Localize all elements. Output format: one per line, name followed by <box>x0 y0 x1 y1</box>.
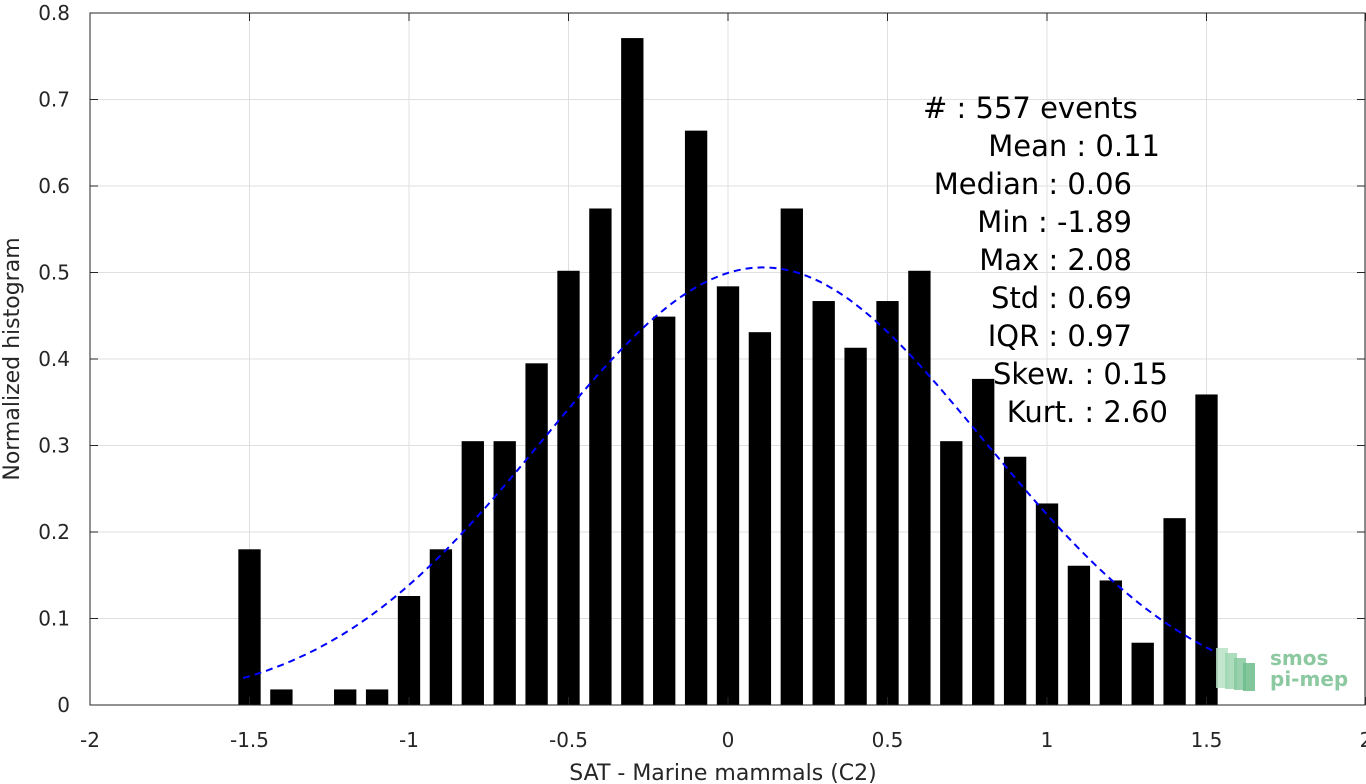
y-tick-label: 0.4 <box>38 347 70 371</box>
histogram-bar <box>876 301 899 705</box>
x-tick-label: -0.5 <box>549 728 588 752</box>
stat-std: Std : 0.69 <box>991 281 1132 315</box>
stat-mean: Mean : 0.11 <box>988 129 1160 163</box>
histogram-bar <box>589 208 612 706</box>
histogram-bar <box>238 549 261 705</box>
histogram-bar <box>908 270 931 705</box>
stat-min: Min : -1.89 <box>977 205 1132 239</box>
histogram-bar <box>525 363 548 705</box>
histogram-bar <box>1131 642 1154 705</box>
histogram-bar <box>429 549 453 705</box>
y-tick-label: 0.6 <box>38 174 70 198</box>
histogram-bar <box>557 270 580 705</box>
x-tick-label: -2 <box>80 728 100 752</box>
y-tick-label: 0.7 <box>38 88 70 112</box>
x-tick-label: 2 <box>1360 728 1366 752</box>
histogram-bar <box>716 286 740 705</box>
x-tick-label: 0 <box>722 728 735 752</box>
stat-iqr: IQR : 0.97 <box>988 319 1132 353</box>
histogram-bar <box>684 130 708 705</box>
histogram-bar <box>461 441 484 705</box>
histogram-bar <box>1003 456 1027 705</box>
y-tick-labels: 0 0.1 0.2 0.3 0.4 0.5 0.6 0.7 0.8 <box>38 1 70 717</box>
y-axis-title: Normalized histogram <box>0 237 25 480</box>
axis-ticks <box>89 12 1366 706</box>
normal-fit-curve <box>242 266 1214 680</box>
histogram-bar <box>334 689 357 705</box>
x-axis-title: SAT - Marine mammals (C2) <box>569 761 877 784</box>
logo-line-1: smos <box>1270 646 1328 670</box>
x-tick-label: 1.5 <box>1191 728 1223 752</box>
histogram-bar <box>844 347 867 705</box>
stat-median: Median : 0.06 <box>934 167 1132 201</box>
stat-max: Max : 2.08 <box>979 243 1132 277</box>
logo-line-2: pi-mep <box>1270 667 1348 691</box>
statistics-box: # : 557 events Mean : 0.11 Median : 0.06 Mi… <box>923 91 1168 429</box>
histogram-bar <box>1099 580 1122 705</box>
x-tick-labels: -2 -1.5 -1 -0.5 0 0.5 1 1.5 2 <box>80 728 1366 752</box>
stat-count: # : 557 events <box>923 91 1138 125</box>
histogram-bar <box>812 301 835 705</box>
x-tick-label: 1 <box>1041 728 1054 752</box>
y-tick-label: 0.8 <box>38 1 70 25</box>
x-tick-label: 0.5 <box>872 728 904 752</box>
histogram-bar <box>397 596 421 705</box>
histogram-bar <box>748 332 772 705</box>
y-tick-label: 0.2 <box>38 520 70 544</box>
histogram-bar <box>1067 565 1091 705</box>
y-tick-label: 0 <box>57 693 70 717</box>
histogram-bar <box>270 689 293 705</box>
histogram-bars <box>238 38 1218 706</box>
histogram-bar <box>940 441 963 705</box>
histogram-bar <box>780 208 803 706</box>
histogram-bar <box>493 441 516 705</box>
histogram-bar <box>1035 503 1059 705</box>
x-tick-label: -1.5 <box>230 728 269 752</box>
histogram-bar <box>972 378 995 705</box>
logo-mark-block <box>1243 663 1255 691</box>
x-tick-label: -1 <box>399 728 419 752</box>
histogram-bar <box>1163 518 1186 705</box>
stat-skew: Skew. : 0.15 <box>993 357 1168 391</box>
histogram-bar <box>1195 394 1218 705</box>
y-tick-label: 0.5 <box>38 261 70 285</box>
histogram-bar <box>621 38 644 705</box>
y-tick-label: 0.3 <box>38 434 70 458</box>
histogram-bar <box>653 316 676 705</box>
histogram-bar <box>365 689 389 705</box>
y-tick-label: 0.1 <box>38 607 70 631</box>
stat-kurt: Kurt. : 2.60 <box>1007 395 1168 429</box>
